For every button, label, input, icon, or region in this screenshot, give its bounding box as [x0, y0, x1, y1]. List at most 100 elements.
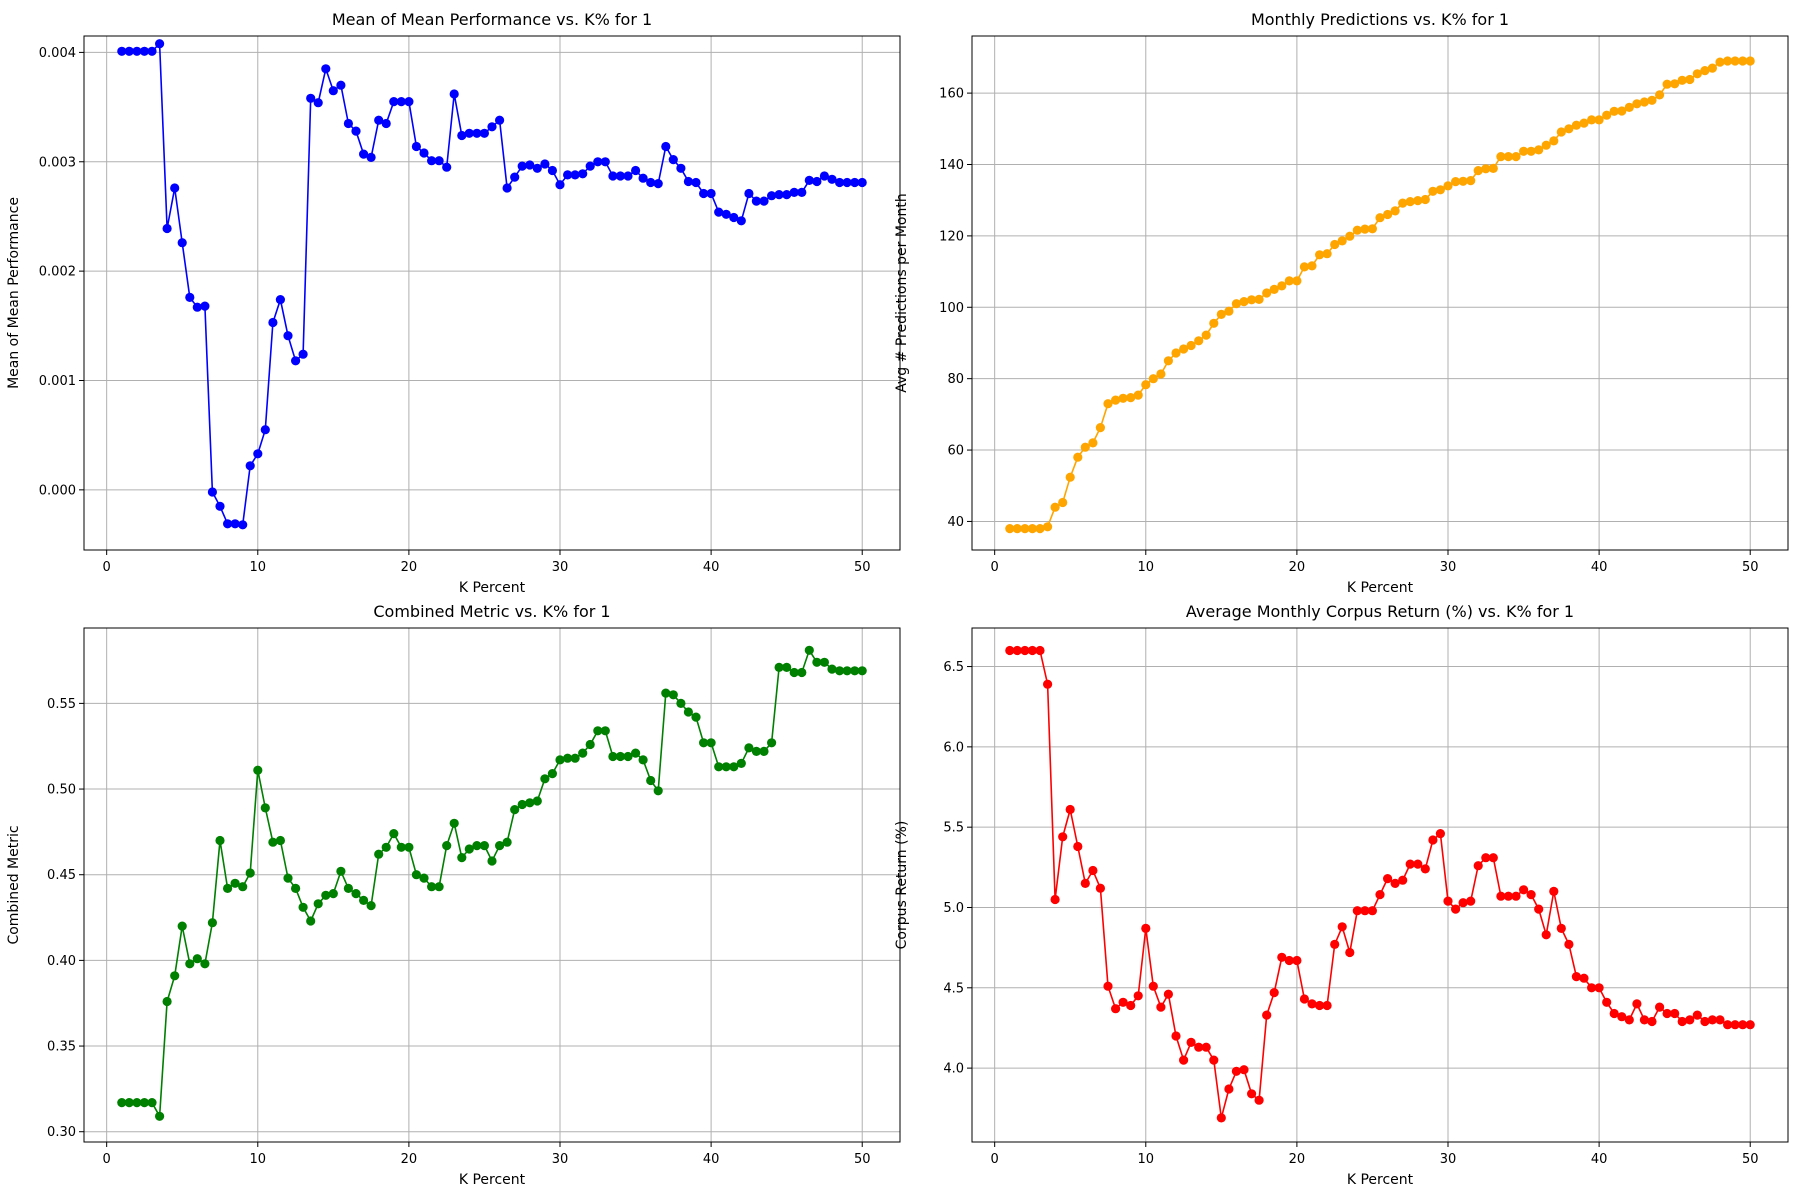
corpus-data-point — [1133, 991, 1143, 1001]
predictions-data-point — [1201, 330, 1211, 340]
combined-data-point — [162, 996, 172, 1007]
corpus-data-point — [1481, 853, 1491, 863]
corpus-data-point — [1413, 859, 1423, 869]
predictions-x-axis-label: K Percent — [1347, 580, 1414, 596]
predictions-data-point — [1700, 66, 1710, 76]
perf-data-point — [631, 165, 641, 176]
perf-data-point — [427, 156, 437, 166]
corpus-data-point — [1088, 865, 1098, 876]
combined-data-point — [185, 959, 195, 969]
corpus-data-point — [1390, 878, 1400, 889]
predictions-data-point — [1216, 309, 1226, 319]
corpus-x-tick-label: 30 — [1440, 1152, 1457, 1167]
combined-data-point — [230, 878, 240, 888]
corpus-data-point — [1677, 1016, 1687, 1027]
predictions-data-point — [1171, 348, 1181, 358]
perf-data-point — [555, 180, 565, 190]
predictions-data-point — [1095, 423, 1105, 433]
corpus-data-point — [1685, 1015, 1695, 1025]
corpus-x-axis-label: K Percent — [1347, 1172, 1414, 1188]
predictions-data-point — [1624, 102, 1634, 112]
predictions-data-point — [1012, 524, 1022, 534]
perf-data-point — [691, 177, 701, 188]
corpus-data-point — [1655, 1002, 1665, 1012]
predictions-y-tick-label: 100 — [939, 301, 964, 316]
perf-x-axis-label: K Percent — [459, 580, 526, 596]
combined-data-point — [744, 743, 754, 753]
predictions-data-point — [1080, 442, 1090, 452]
combined-data-point — [555, 755, 565, 765]
corpus-data-point — [1080, 878, 1090, 889]
perf-data-point — [366, 152, 376, 162]
perf-data-point — [593, 157, 603, 167]
perf-x-tick-label: 10 — [250, 560, 267, 575]
perf-data-point — [676, 163, 686, 173]
perf-data-point — [532, 163, 542, 173]
corpus-data-point — [1609, 1008, 1619, 1019]
corpus-series-line — [1009, 649, 1751, 1119]
corpus-data-point — [1020, 645, 1030, 656]
perf-data-point — [819, 171, 830, 181]
perf-data-point — [563, 170, 573, 180]
corpus-data-point — [1632, 999, 1642, 1009]
combined-data-point — [351, 889, 361, 899]
predictions-data-point — [1073, 452, 1083, 462]
combined-data-point — [631, 748, 641, 758]
combined-data-point — [442, 841, 452, 851]
perf-data-point — [510, 172, 520, 182]
corpus-data-point — [1571, 972, 1581, 982]
combined-y-tick-label: 0.55 — [47, 697, 76, 712]
combined-data-point — [706, 738, 716, 748]
combined-data-point — [691, 712, 701, 722]
combined-chart: 0 10 20 30 40 50 0.30 0.35 0.40 0.45 0.50 0.55 Combi… — [6, 602, 901, 1188]
combined-y-axis-label: Combined Metric — [6, 825, 22, 944]
perf-y-tick-label: 0.000 — [39, 483, 76, 498]
combined-data-point — [223, 883, 233, 894]
perf-axes-frame — [83, 35, 901, 551]
perf-data-point — [442, 162, 452, 172]
predictions-data-point — [1224, 306, 1234, 316]
combined-data-point — [570, 753, 580, 763]
perf-data-point — [615, 171, 626, 181]
predictions-data-point — [1005, 524, 1015, 534]
combined-data-point — [797, 667, 807, 678]
corpus-data-point — [1383, 874, 1393, 884]
corpus-data-point — [1050, 894, 1060, 905]
combined-data-point — [683, 707, 694, 717]
predictions-data-point — [1292, 276, 1302, 286]
predictions-data-point — [1118, 393, 1128, 403]
predictions-data-point — [1707, 63, 1717, 73]
predictions-data-point — [1496, 152, 1506, 162]
predictions-data-point — [1194, 336, 1204, 346]
perf-data-point — [434, 156, 444, 166]
combined-data-point — [714, 762, 724, 772]
corpus-data-point — [1367, 906, 1377, 916]
perf-data-point — [487, 122, 497, 132]
combined-data-point — [170, 971, 180, 981]
predictions-data-point — [1231, 299, 1241, 309]
combined-data-point — [411, 870, 421, 880]
predictions-data-point — [1088, 438, 1098, 448]
predictions-data-point — [1503, 152, 1513, 162]
combined-data-point — [215, 835, 225, 846]
corpus-data-point — [1186, 1037, 1196, 1047]
predictions-data-point — [1571, 120, 1581, 130]
corpus-data-point — [1224, 1084, 1234, 1094]
perf-data-point — [638, 173, 648, 183]
combined-data-point — [525, 798, 535, 808]
combined-data-point — [676, 698, 686, 709]
corpus-data-point — [1005, 645, 1015, 656]
predictions-data-point — [1579, 118, 1589, 128]
corpus-data-point — [1587, 983, 1597, 993]
predictions-data-point — [1466, 176, 1476, 186]
predictions-data-point — [1526, 146, 1536, 156]
corpus-data-point — [1156, 1002, 1166, 1012]
predictions-data-point — [1277, 281, 1287, 291]
corpus-data-point — [1360, 906, 1370, 916]
combined-y-tick-label: 0.30 — [47, 1125, 76, 1140]
perf-y-tick-label: 0.004 — [39, 46, 76, 61]
predictions-data-point — [1473, 166, 1483, 176]
corpus-data-point — [1617, 1012, 1627, 1022]
combined-data-point — [343, 883, 353, 894]
corpus-data-point — [1216, 1113, 1226, 1123]
